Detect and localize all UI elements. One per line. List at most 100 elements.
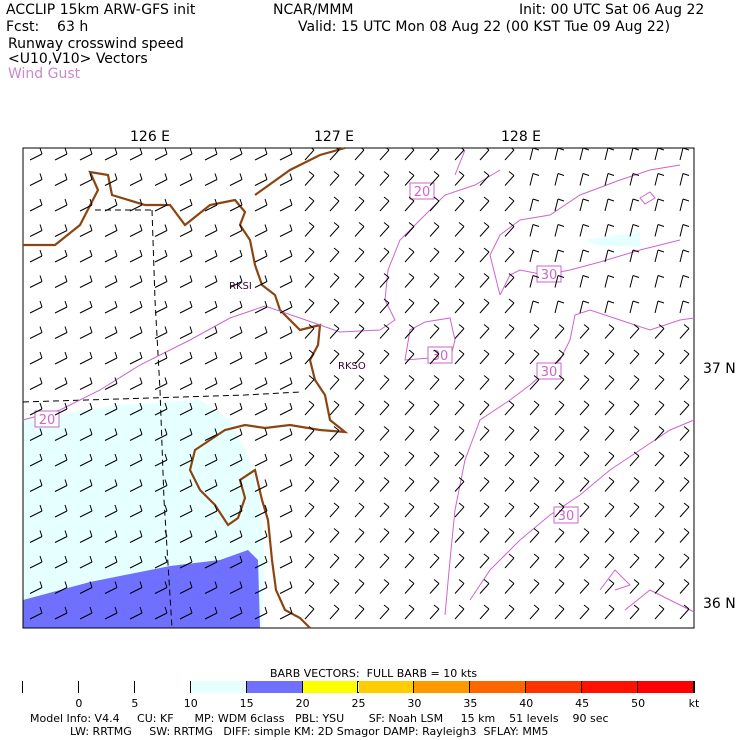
wind-barb [679, 275, 690, 288]
wind-barb [529, 275, 540, 288]
wind-barb [254, 300, 268, 314]
wind-barb [204, 377, 218, 390]
wind-barb [379, 400, 390, 416]
wind-barb [429, 222, 440, 237]
wind-barb [354, 148, 365, 161]
wind-barb [604, 426, 615, 441]
wind-barb [504, 579, 515, 594]
wind-barb [479, 477, 490, 492]
wind-barb [454, 502, 465, 518]
wind-barb [579, 300, 590, 314]
wind-barb [679, 148, 690, 161]
wind-barb [579, 604, 590, 620]
wind-barb [579, 173, 590, 186]
colorbar-label: 5 [131, 697, 139, 710]
wind-barb [454, 579, 465, 594]
wind-barb [54, 326, 68, 339]
wind-barb [379, 222, 390, 237]
wind-barb [679, 604, 690, 620]
wind-barb [179, 275, 193, 288]
wind-barb [129, 198, 143, 212]
wind-barb [404, 451, 415, 467]
wind-barb [279, 300, 293, 314]
wind-barb [79, 326, 93, 339]
wind-barb [204, 148, 218, 161]
contour-label: 30 [541, 268, 558, 283]
wind-barb [604, 528, 615, 543]
wind-barb [254, 530, 268, 543]
wind-barb [354, 273, 365, 288]
wind-barb [354, 426, 365, 441]
wind-barb [54, 402, 68, 416]
plot-frame [22, 147, 695, 629]
wind-barb [29, 428, 43, 441]
wind-barb [279, 581, 293, 594]
wind-barb [604, 604, 615, 620]
wind-barb [129, 530, 143, 543]
wind-barb [629, 400, 640, 416]
wind-barb [454, 247, 465, 263]
wind-barb [504, 196, 515, 212]
wind-barb [404, 477, 415, 492]
wind-barb [604, 249, 615, 263]
wind-barb [54, 300, 68, 314]
wind-barb [379, 298, 390, 314]
wind-barb [504, 502, 515, 518]
wind-barb [629, 224, 640, 237]
station-rkso: RKSO [338, 361, 366, 372]
wind-barb [679, 528, 690, 543]
wind-barb [579, 148, 590, 161]
wind-barb [654, 375, 665, 390]
wind-barb [504, 171, 515, 186]
wind-barb [54, 479, 68, 492]
wind-barb [304, 196, 315, 212]
wind-barb [154, 453, 168, 467]
wind-barb [554, 528, 565, 543]
wind-barb [479, 247, 490, 263]
wind-barb [229, 377, 243, 390]
wind-barb [379, 273, 390, 288]
wind-barb [379, 528, 390, 543]
colorbar-cell [470, 681, 527, 693]
wind-barb [229, 351, 243, 365]
wind-barb [29, 606, 43, 620]
wind-barb [529, 400, 540, 416]
wind-barb [329, 553, 340, 569]
wind-barb [204, 173, 218, 186]
wind-barbs [29, 148, 690, 620]
wind-barb [204, 351, 218, 365]
lat-label-37: 37 N [703, 361, 736, 377]
field-wind-gust: Wind Gust [8, 66, 81, 82]
wind-barb [404, 604, 415, 620]
wind-barb [554, 300, 565, 314]
wind-barb [304, 148, 315, 161]
wind-barb [254, 479, 268, 492]
wind-barb [354, 451, 365, 467]
wind-barb [504, 426, 515, 441]
wind-barb [479, 222, 490, 237]
valid-time: Valid: 15 UTC Mon 08 Aug 22 (00 KST Tue … [298, 19, 671, 35]
colorbar-cell [526, 681, 583, 693]
wind-barb [654, 579, 665, 594]
wind-barb [279, 555, 293, 569]
wind-barb [79, 198, 93, 212]
wind-barb [579, 249, 590, 263]
wind-barb [179, 504, 193, 518]
wind-barb [679, 173, 690, 186]
wind-barb [504, 148, 515, 161]
wind-barb [429, 451, 440, 467]
wind-barb [254, 606, 268, 620]
wind-barb [129, 555, 143, 569]
wind-barb [104, 606, 118, 620]
wind-barb [454, 171, 465, 186]
wind-barb [254, 581, 268, 594]
wind-barb [29, 249, 43, 263]
model-title: ACCLIP 15km ARW-GFS init [6, 2, 196, 18]
wind-barb [229, 224, 243, 237]
wind-barb [129, 224, 143, 237]
wind-barb [304, 273, 315, 288]
wind-barb [429, 502, 440, 518]
wind-barb [129, 300, 143, 314]
wind-barb [504, 604, 515, 620]
